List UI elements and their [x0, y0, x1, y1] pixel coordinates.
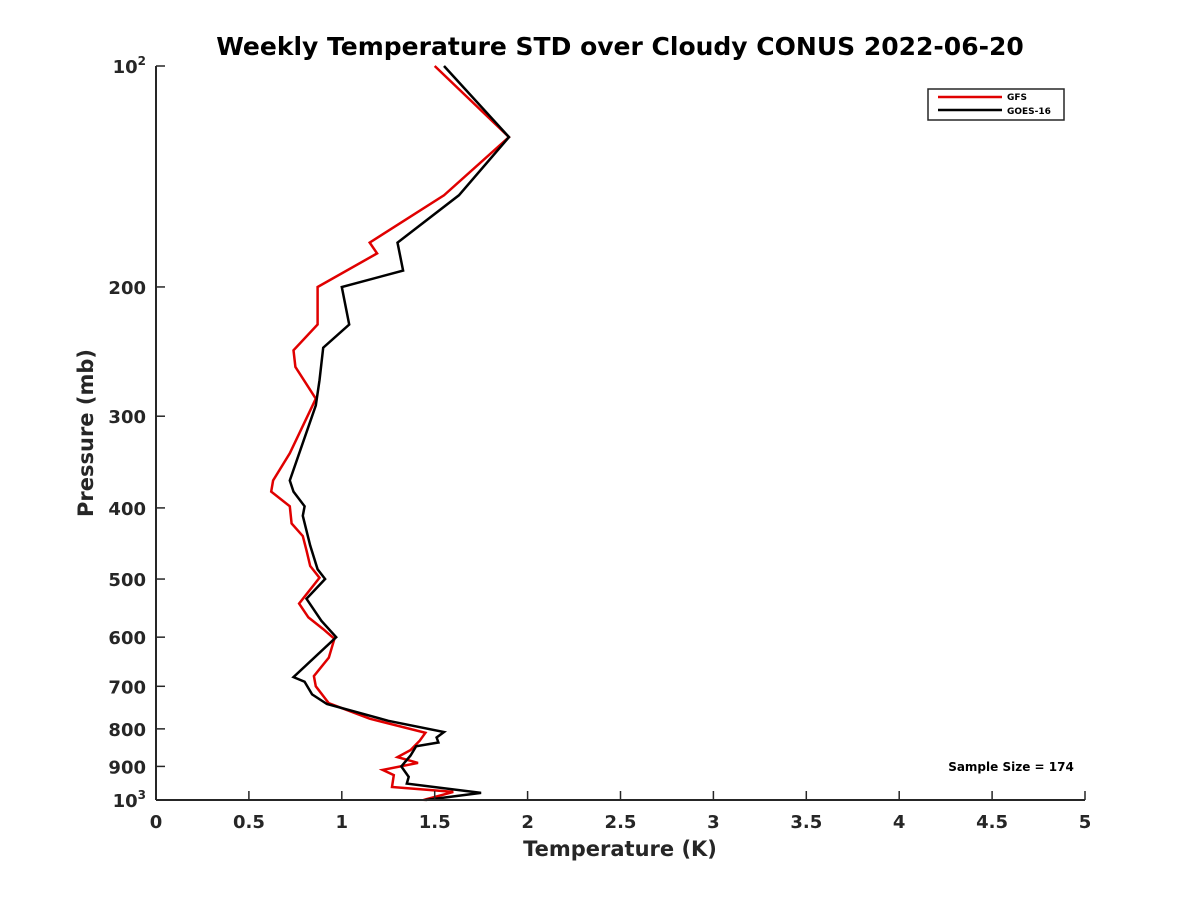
y-tick-label: 500	[108, 570, 146, 591]
x-tick-label: 4.5	[976, 812, 1008, 833]
legend-label-gfs: GFS	[1007, 93, 1027, 103]
y-tick-label: 103	[113, 788, 146, 812]
y-tick-label: 200	[108, 278, 146, 299]
series-layer	[269, 65, 511, 802]
x-tick-label: 0.5	[233, 812, 265, 833]
x-axis-label: Temperature (K)	[523, 837, 717, 861]
series-line-goes16	[288, 65, 511, 802]
y-tick-label: 400	[108, 499, 146, 520]
x-tick-label: 2	[521, 812, 534, 833]
y-tick-label: 700	[108, 677, 146, 698]
legend-box	[927, 88, 1065, 121]
y-tick-label: 600	[108, 628, 146, 649]
chart-title: Weekly Temperature STD over Cloudy CONUS…	[216, 32, 1024, 61]
x-tick-label: 2.5	[605, 812, 637, 833]
y-tick-label: 300	[108, 407, 146, 428]
x-tick-label: 0	[150, 812, 163, 833]
x-tick-label: 4	[893, 812, 906, 833]
legend: GFS GOES-16	[927, 88, 1065, 121]
x-tick-label: 1.5	[419, 812, 451, 833]
y-tick-label: 900	[108, 757, 146, 778]
sample-size-annotation: Sample Size = 174	[948, 760, 1074, 774]
x-tick-label: 3	[707, 812, 720, 833]
y-tick-label: 102	[113, 54, 146, 78]
x-tick-label: 3.5	[790, 812, 822, 833]
x-tick-label: 5	[1079, 812, 1092, 833]
axes: 0 0.5 1 1.5 2 2.5 3 3.5 4 4.5 5 102 200 300 400 500 600…	[108, 54, 1091, 833]
x-ticks: 0 0.5 1 1.5 2 2.5 3 3.5 4 4.5 5	[150, 791, 1092, 833]
series-line-gfs	[269, 65, 511, 802]
y-ticks: 102 200 300 400 500 600 700 800 900 103	[108, 54, 165, 812]
x-tick-label: 1	[336, 812, 349, 833]
y-axis-label: Pressure (mb)	[74, 349, 98, 517]
legend-label-goes16: GOES-16	[1007, 107, 1051, 117]
y-tick-label: 800	[108, 720, 146, 741]
